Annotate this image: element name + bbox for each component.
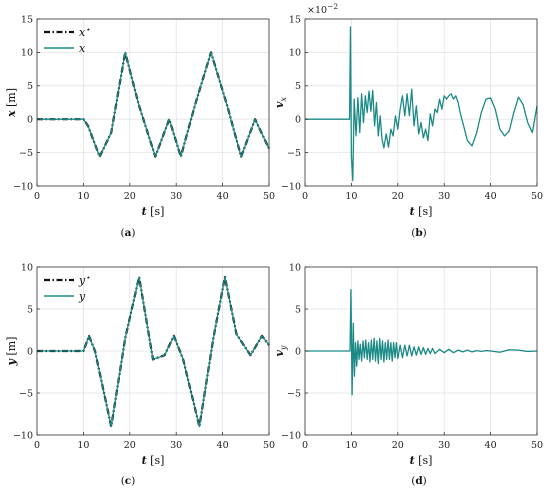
y-tick-label: 15 [21,14,33,25]
x-tick-label: 10 [77,191,89,202]
y-tick-label: 0 [295,346,301,357]
y-tick-label: −5 [19,388,33,399]
y-tick-label: −10 [13,430,33,441]
plot-area [37,19,269,186]
plot-area [305,19,537,186]
y-tick-label: −10 [13,181,33,192]
x-tick-label: 50 [531,440,543,451]
x-tick-label: 40 [217,440,229,451]
y-tick-label: 5 [27,304,33,315]
panel-caption: (c) [121,475,136,487]
y-axis-label: y [m] [5,337,18,367]
series-line-main [305,289,538,396]
y-axis-multiplier: ×10−2 [307,2,338,16]
panel-caption: (b) [411,227,427,239]
y-tick-label: 0 [27,346,33,357]
axes-frame [36,18,270,187]
legend-label: y⋆ [78,273,90,287]
x-tick-label: 50 [263,191,275,202]
y-tick-label: −5 [19,148,33,159]
y-tick-label: 10 [289,262,301,273]
x-tick-label: 10 [345,440,357,451]
x-tick-label: 20 [124,440,136,451]
x-tick-label: 0 [34,191,40,202]
y-axis-label: vx [273,97,288,108]
x-axis-label: t [s] [410,454,433,467]
y-tick-label: 15 [289,14,301,25]
x-tick-label: 30 [170,440,182,451]
x-tick-label: 20 [392,191,404,202]
x-tick-label: 50 [531,191,543,202]
series-line-y [37,276,270,428]
y-tick-label: 10 [289,48,301,59]
y-tick-label: 0 [295,115,301,126]
x-tick-label: 10 [345,191,357,202]
panel-d: 0 10 20 30 40 50 −10 −5 0 5 10 t [s] vy (d) [273,262,543,487]
x-axis-label: t [s] [410,205,433,218]
x-axis-label: t [s] [142,454,165,467]
legend-label: x⋆ [79,25,90,39]
x-tick-label: 30 [438,440,450,451]
axes-frame [304,18,538,187]
x-tick-label: 0 [302,440,308,451]
x-tick-label: 10 [77,440,89,451]
y-axis-label: x [m] [5,88,18,118]
panel-a: 0 10 20 30 40 50 −10 −5 0 5 10 15 t [s] x [m] x⋆ x (a) [5,14,275,239]
y-tick-label: 0 [27,115,33,126]
x-tick-label: 0 [34,440,40,451]
y-axis-label: vy [273,345,288,356]
x-tick-label: 30 [438,191,450,202]
legend-label: x [79,42,86,55]
y-tick-label: −5 [287,388,301,399]
y-tick-label: −10 [281,430,301,441]
y-tick-label: 10 [21,48,33,59]
x-tick-label: 40 [485,191,497,202]
y-tick-label: −5 [287,148,301,159]
panel-b: 0 10 20 30 40 50 −10 −5 0 5 10 15 t [s] vx ×10−2 (b) [273,2,543,239]
y-tick-label: 5 [295,304,301,315]
panel-caption: (a) [120,227,135,239]
panel-caption: (d) [411,475,427,487]
x-tick-label: 20 [392,440,404,451]
legend-label: y [78,290,86,303]
x-tick-label: 40 [485,440,497,451]
y-tick-label: 10 [21,262,33,273]
x-tick-label: 30 [170,191,182,202]
x-tick-label: 50 [263,440,275,451]
y-tick-label: 5 [295,81,301,92]
x-tick-label: 20 [124,191,136,202]
x-tick-label: 0 [302,191,308,202]
x-axis-label: t [s] [142,205,165,218]
panel-c: 0 10 20 30 40 50 −10 −5 0 5 10 t [s] y [m] y⋆ y (c) [5,262,275,487]
x-tick-label: 40 [217,191,229,202]
y-tick-label: 5 [27,81,33,92]
y-tick-label: −10 [281,181,301,192]
series-line-main [305,26,538,182]
series-line-x [37,51,270,158]
